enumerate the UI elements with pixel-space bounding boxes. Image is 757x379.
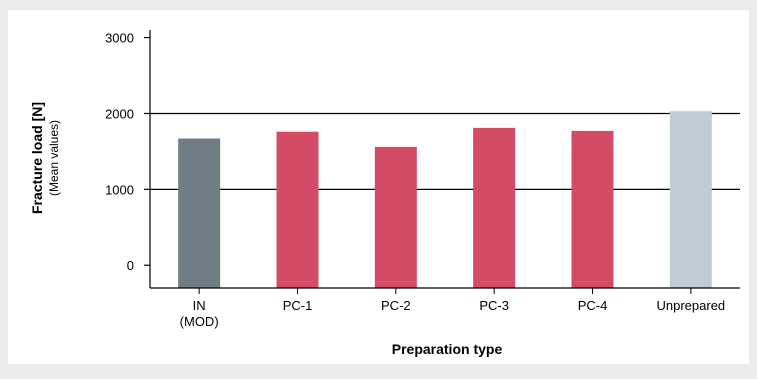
y-ticks: 0 1000 2000 3000 xyxy=(105,31,150,273)
bar-pc-4 xyxy=(571,130,614,288)
y-tick-label: 3000 xyxy=(105,31,134,46)
bar-in xyxy=(178,138,221,288)
x-tick-label: PC-2 xyxy=(381,298,411,313)
y-axis-label: Fracture load [N] xyxy=(29,102,45,214)
bar-pc-1 xyxy=(276,131,319,288)
y-axis-sublabel: (Mean values) xyxy=(47,120,61,196)
x-ticks: IN (MOD) PC-1 PC-2 PC-3 PC-4 Unprepared xyxy=(180,288,725,329)
x-tick-label: PC-3 xyxy=(479,298,509,313)
bar-unprepared xyxy=(669,111,712,288)
y-axis-title: Fracture load [N] (Mean values) xyxy=(29,102,61,214)
x-tick-label: IN (MOD) xyxy=(180,298,219,329)
x-axis-label: Preparation type xyxy=(392,341,503,357)
x-tick-label: PC-4 xyxy=(578,298,608,313)
bar-pc-2 xyxy=(374,146,417,288)
y-tick-label: 2000 xyxy=(105,106,134,121)
x-tick-label: PC-1 xyxy=(283,298,313,313)
y-tick-label: 0 xyxy=(127,258,134,273)
bars xyxy=(178,111,712,288)
gridlines xyxy=(150,112,740,190)
x-tick-label: Unprepared xyxy=(657,298,726,313)
bar-pc-3 xyxy=(473,127,516,288)
y-tick-label: 1000 xyxy=(105,182,134,197)
